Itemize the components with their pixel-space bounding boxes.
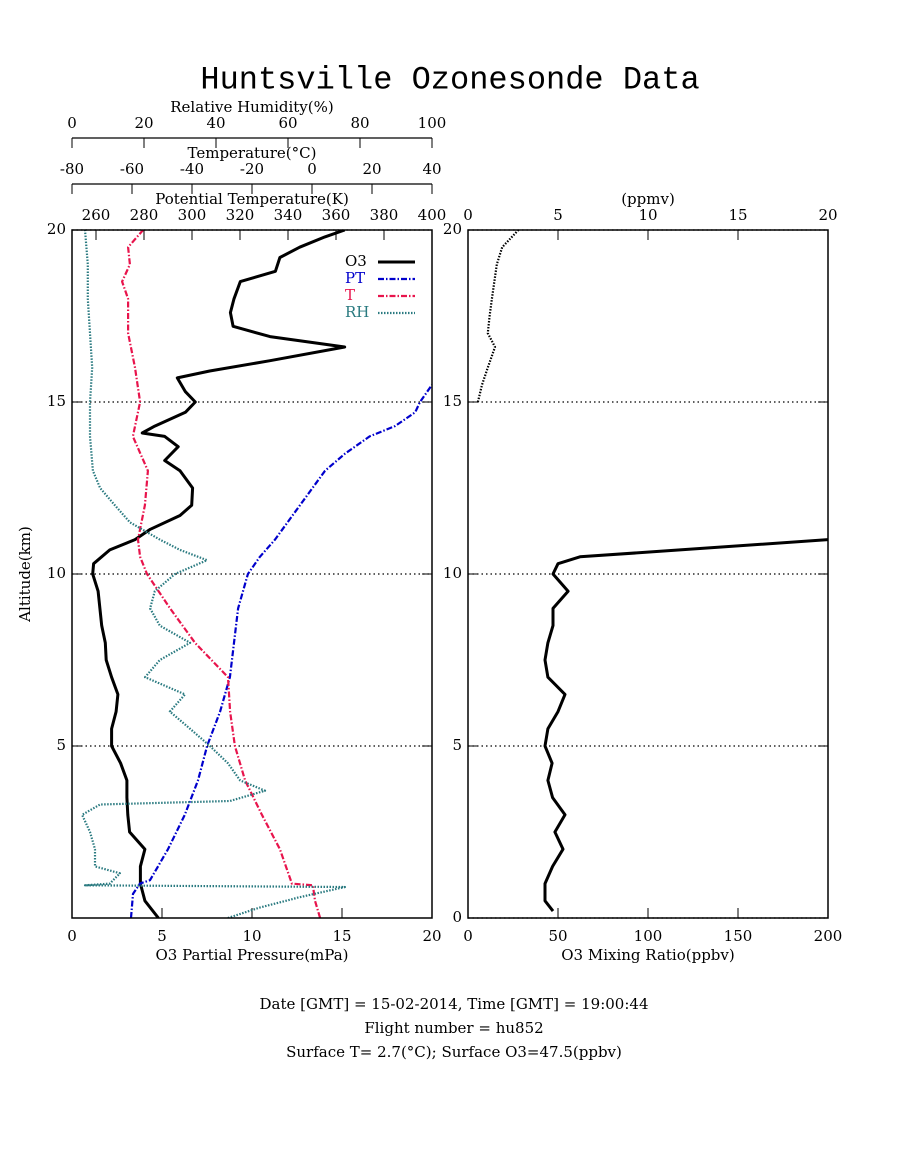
x-tick-label: 340 [274, 206, 303, 224]
x-tick-label: 0 [307, 160, 317, 178]
x-tick-label: 360 [322, 206, 351, 224]
y-tick-label: 5 [56, 736, 66, 754]
x-tick-label: 40 [206, 114, 225, 132]
x-axis-label: O3 Mixing Ratio(ppbv) [561, 946, 734, 964]
footer-line: Date [GMT] = 15-02-2014, Time [GMT] = 19… [259, 995, 648, 1013]
x-tick-label: 5 [553, 206, 563, 224]
x-tick-label: 380 [370, 206, 399, 224]
x-tick-label: -60 [120, 160, 144, 178]
series-line [121, 230, 322, 918]
x-tick-label: 320 [226, 206, 255, 224]
x-tick-label: 10 [638, 206, 657, 224]
x-axis-label: Potential Temperature(K) [155, 190, 349, 208]
x-tick-label: 50 [548, 927, 567, 945]
series-line [91, 230, 347, 918]
legend-label: T [345, 286, 355, 304]
x-tick-label: 400 [418, 206, 447, 224]
x-tick-label: 200 [814, 927, 843, 945]
x-tick-label: 15 [332, 927, 351, 945]
x-axis-label: O3 Partial Pressure(mPa) [155, 946, 348, 964]
x-tick-label: 100 [634, 927, 663, 945]
x-tick-label: 20 [134, 114, 153, 132]
x-tick-label: -80 [60, 160, 84, 178]
x-tick-label: 100 [418, 114, 447, 132]
x-tick-label: 10 [242, 927, 261, 945]
x-tick-label: 280 [130, 206, 159, 224]
y-tick-label: 15 [47, 392, 66, 410]
footer-line: Flight number = hu852 [364, 1019, 543, 1037]
y-tick-label: 15 [443, 392, 462, 410]
x-axis-label: (ppmv) [621, 190, 675, 208]
x-tick-label: 0 [463, 927, 473, 945]
x-tick-label: 20 [362, 160, 381, 178]
x-tick-label: 20 [422, 927, 441, 945]
plot-area [476, 230, 828, 913]
plot-area [81, 230, 432, 918]
x-tick-label: -20 [240, 160, 264, 178]
x-tick-label: 15 [728, 206, 747, 224]
x-tick-label: -40 [180, 160, 204, 178]
x-tick-label: 150 [724, 927, 753, 945]
page-title: Huntsville Ozonesonde Data [200, 61, 699, 98]
x-tick-label: 20 [818, 206, 837, 224]
x-axis-label: Temperature(°C) [188, 144, 317, 162]
x-tick-label: 5 [157, 927, 167, 945]
legend-label: RH [345, 303, 369, 321]
y-axis-label: Altitude(km) [16, 526, 34, 623]
footer-line: Surface T= 2.7(°C); Surface O3=47.5(ppbv… [286, 1043, 622, 1061]
x-tick-label: 0 [463, 206, 473, 224]
legend-label: O3 [345, 252, 367, 270]
plot-frame [71, 229, 433, 919]
x-tick-label: 60 [278, 114, 297, 132]
x-tick-label: 40 [422, 160, 441, 178]
series-line [129, 384, 432, 918]
series-line [476, 230, 520, 403]
y-tick-label: 0 [452, 908, 462, 926]
plot-frame [467, 229, 829, 919]
series-line [543, 538, 828, 913]
x-tick-label: 300 [178, 206, 207, 224]
series-line [81, 230, 346, 918]
legend-label: PT [345, 269, 365, 287]
x-tick-label: 0 [67, 927, 77, 945]
x-axis-label: Relative Humidity(%) [170, 98, 333, 116]
y-tick-label: 10 [47, 564, 66, 582]
y-tick-label: 5 [452, 736, 462, 754]
y-tick-label: 20 [47, 220, 66, 238]
x-tick-label: 80 [350, 114, 369, 132]
x-tick-label: 0 [67, 114, 77, 132]
y-tick-label: 10 [443, 564, 462, 582]
y-tick-label: 20 [443, 220, 462, 238]
x-tick-label: 260 [82, 206, 111, 224]
